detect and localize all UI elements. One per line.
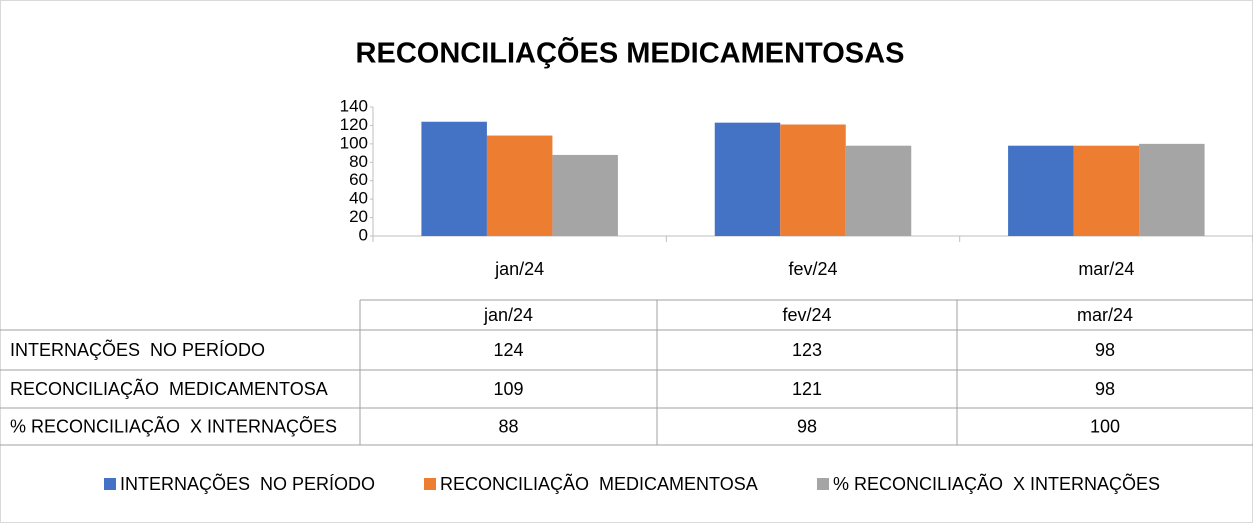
bar bbox=[486, 135, 553, 236]
y-tick-label: 60 bbox=[349, 170, 368, 189]
table-cell: 88 bbox=[498, 416, 518, 436]
table-row-label: % RECONCILIAÇÃO X INTERNAÇÕES bbox=[10, 415, 337, 436]
table-row-label: RECONCILIAÇÃO MEDICAMENTOSA bbox=[10, 378, 328, 399]
y-tick-label: 100 bbox=[340, 133, 368, 152]
legend-label: RECONCILIAÇÃO MEDICAMENTOSA bbox=[440, 473, 758, 494]
legend-swatch bbox=[817, 478, 829, 490]
legend-label: % RECONCILIAÇÃO X INTERNAÇÕES bbox=[833, 473, 1160, 494]
table-header: fev/24 bbox=[782, 305, 831, 325]
table-cell: 123 bbox=[792, 340, 822, 360]
table-header: jan/24 bbox=[483, 305, 533, 325]
x-tick-label: jan/24 bbox=[494, 259, 544, 279]
x-tick-label: fev/24 bbox=[788, 259, 837, 279]
y-tick-label: 120 bbox=[340, 115, 368, 134]
y-tick-label: 20 bbox=[349, 207, 368, 226]
y-tick-label: 0 bbox=[359, 225, 368, 244]
bar bbox=[714, 122, 781, 236]
bar bbox=[421, 121, 487, 236]
legend-swatch bbox=[424, 478, 436, 490]
y-tick-label: 140 bbox=[340, 96, 368, 115]
y-tick-label: 40 bbox=[349, 189, 368, 208]
table-cell: 98 bbox=[797, 416, 817, 436]
table-cell: 109 bbox=[493, 379, 523, 399]
y-tick-label: 80 bbox=[349, 152, 368, 171]
bar bbox=[780, 124, 846, 236]
table-row-label: INTERNAÇÕES NO PERÍODO bbox=[10, 339, 265, 360]
legend-swatch bbox=[104, 478, 116, 490]
bar bbox=[1073, 145, 1140, 236]
bar bbox=[1139, 143, 1205, 236]
table-cell: 98 bbox=[1095, 340, 1115, 360]
table-cell: 121 bbox=[792, 379, 822, 399]
x-tick-label: mar/24 bbox=[1078, 259, 1134, 279]
bar bbox=[845, 145, 912, 236]
chart-title: RECONCILIAÇÕES MEDICAMENTOSAS bbox=[356, 36, 905, 70]
table-cell: 124 bbox=[493, 340, 523, 360]
table-cell: 98 bbox=[1095, 379, 1115, 399]
bar bbox=[1008, 145, 1074, 236]
table-cell: 100 bbox=[1090, 416, 1120, 436]
table-header: mar/24 bbox=[1077, 305, 1133, 325]
bar bbox=[552, 154, 618, 236]
legend-label: INTERNAÇÕES NO PERÍODO bbox=[120, 473, 375, 494]
